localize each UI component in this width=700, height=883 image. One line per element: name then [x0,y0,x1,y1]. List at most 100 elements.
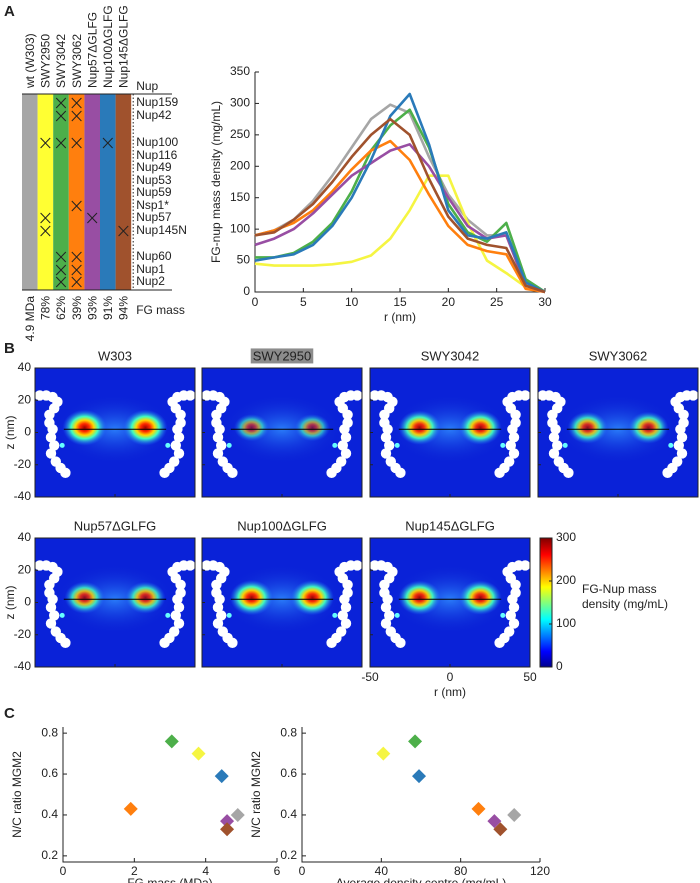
density-blob [123,409,168,446]
y-tick-label: 20 [18,562,32,576]
scaffold-bead [60,467,71,479]
scaffold-bead [227,637,238,649]
axis-line [301,727,540,863]
scaffold-bead [159,467,170,479]
y-axis-label: z (nm) [3,586,17,620]
x-tick-label: 50 [523,670,537,684]
diamond-point [376,746,391,761]
scaffold-spot [562,442,568,448]
diamond-point [493,822,508,837]
scaffold-bead [211,409,222,420]
density-map [35,538,195,667]
y-tick-label: 250 [230,127,250,141]
density-map [370,368,530,497]
nup-name: Nup57 [136,210,172,224]
panel-title: Nup57ΔGLFG [74,518,156,533]
fg-mass: 39% [70,296,84,320]
scaffold-bead [662,467,673,479]
diamond-point [412,769,427,784]
deletion-mark [71,200,82,212]
scaffold-bead [44,409,55,420]
density-line [254,143,546,294]
title-highlight [250,348,314,364]
fg-mass: 78% [39,296,53,320]
scaffold-bead [173,448,185,459]
x-tick-label: 40 [375,864,389,878]
strain-name: SWY3042 [54,34,68,88]
scaffold-bead [380,618,392,629]
x-axis-label: FG mass (MDa) [127,876,212,883]
scaffold-bead [505,440,516,451]
scaffold-bead [175,579,186,590]
x-tick-label: 2 [131,864,138,878]
y-tick-label: 0.8 [41,725,58,739]
scaffold-bead [508,432,520,443]
y-tick-label: 0 [24,595,31,609]
diamond-point [123,801,138,816]
x-axis-label: r (nm) [434,685,466,699]
diamond-point [408,734,423,749]
y-tick-label: 0.2 [41,848,58,862]
density-map [35,368,195,497]
nup-name: Nup49 [136,160,172,174]
scaffold-bead [47,424,58,435]
y-tick-label: -20 [14,627,32,641]
density-blob [294,414,330,442]
y-tick-label: 0 [24,425,31,439]
density-blob [125,581,166,614]
scaffold-bead [227,467,238,479]
scaffold-bead [510,409,521,420]
x-tick-label: 10 [345,295,359,309]
scaffold-bead [326,467,337,479]
scaffold-bead [382,594,393,605]
y-tick-label: 200 [230,158,250,172]
deletion-mark [71,137,82,149]
scaffold-spot [332,612,338,618]
scaffold-bead [175,409,186,420]
scaffold-bead [49,610,60,621]
y-tick-label: 0.2 [280,848,297,862]
panel-title: Nup145ΔGLFG [405,518,495,533]
deletion-mark [118,225,129,237]
scaffold-bead [384,610,395,621]
scaffold-bead [45,618,57,629]
deletion-mark [87,212,98,224]
deletion-mark [40,137,51,149]
scaffold-bead [548,432,560,443]
x-tick-label: 80 [454,864,468,878]
scaffold-bead [212,618,224,629]
strain-name: Nup57ΔGLFG [85,12,99,88]
scaffold-bead [212,432,224,443]
panel-title: SWY2950 [253,348,312,363]
scaffold-spot [500,442,506,448]
strain-name: SWY2950 [39,34,53,88]
panel-label: A [4,3,15,20]
nup-name: Nup100 [136,135,178,149]
y-tick-label: 350 [230,64,250,78]
density-blob [290,580,334,616]
scaffold-bead [337,440,348,451]
x-tick-label: 20 [442,295,456,309]
density-blob [234,414,270,442]
diamond-point [230,807,245,822]
density-map [370,538,530,667]
nup-name: Nup145N [136,223,187,237]
scaffold-bead [45,432,57,443]
deletion-mark [71,264,82,276]
deletion-mark [55,264,67,276]
scaffold-spot [226,612,232,618]
scaffold-bead [505,610,516,621]
nup-name: Nup2 [136,274,165,288]
scaffold-bead [214,424,225,435]
scaffold-bead [216,610,227,621]
diamond-point [220,814,235,829]
x-tick-label: 15 [393,295,407,309]
scaffold-bead [508,602,520,613]
scaffold-bead [508,618,520,629]
deletion-mark [71,251,82,263]
scaffold-bead [44,579,55,590]
colorbar [539,537,553,668]
y-tick-label: 0 [243,284,250,298]
axis-line [62,727,277,863]
strain-column [115,94,132,290]
